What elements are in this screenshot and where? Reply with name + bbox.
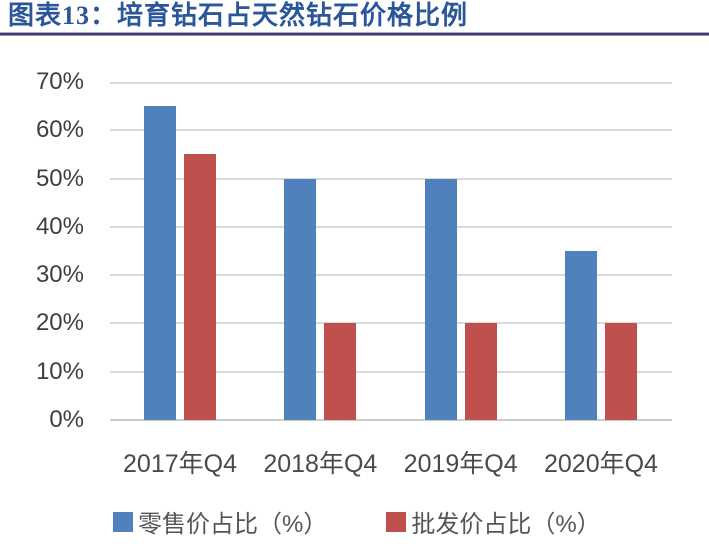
gridline-10pct — [110, 371, 672, 373]
x-axis-label-2017-q4: 2017年Q4 — [123, 450, 237, 478]
figure-title: 图表13：培育钻石占天然钻石价格比例 — [8, 1, 469, 30]
x-axis-label-2018-q4: 2018年Q4 — [263, 450, 378, 478]
gridline-70pct — [110, 82, 672, 84]
bar-retail-2017-q4 — [144, 106, 176, 420]
bar-wholesale-2019-q4 — [465, 323, 497, 420]
y-tick-label-50pct: 50% — [35, 165, 84, 192]
title-rule — [0, 32, 709, 36]
gridline-40pct — [110, 226, 672, 228]
y-tick-label-20pct: 20% — [35, 309, 84, 336]
legend-swatch-retail — [113, 511, 133, 532]
gridline-60pct — [110, 129, 672, 131]
gridline-0pct — [110, 419, 672, 421]
legend-label-retail: 零售价占比（%） — [138, 511, 328, 538]
gridline-20pct — [110, 322, 672, 324]
y-tick-label-30pct: 30% — [35, 261, 84, 288]
y-tick-label-10pct: 10% — [35, 358, 84, 385]
legend-item-retail: 零售价占比（%） — [113, 504, 327, 539]
x-axis-label-2019-q4: 2019年Q4 — [403, 450, 518, 478]
legend-item-wholesale: 批发价占比（%） — [386, 504, 601, 539]
y-tick-label-60pct: 60% — [35, 116, 84, 143]
bar-wholesale-2020-q4 — [605, 323, 637, 420]
plot-area — [110, 82, 672, 421]
legend: 零售价占比（%） 批发价占比（%） — [113, 504, 601, 539]
x-axis-label-2020-q4: 2020年Q4 — [544, 450, 658, 478]
y-tick-label-0pct: 0% — [49, 406, 84, 433]
bar-retail-2019-q4 — [425, 179, 457, 420]
bar-wholesale-2017-q4 — [184, 154, 216, 420]
legend-swatch-wholesale — [386, 511, 407, 532]
y-tick-label-40pct: 40% — [35, 213, 84, 240]
bar-wholesale-2018-q4 — [324, 323, 356, 420]
legend-label-wholesale: 批发价占比（%） — [411, 511, 601, 538]
bar-retail-2018-q4 — [284, 179, 316, 420]
y-tick-label-70pct: 70% — [35, 68, 84, 95]
gridline-50pct — [110, 178, 672, 180]
gridline-30pct — [110, 274, 672, 276]
bar-retail-2020-q4 — [565, 251, 597, 420]
